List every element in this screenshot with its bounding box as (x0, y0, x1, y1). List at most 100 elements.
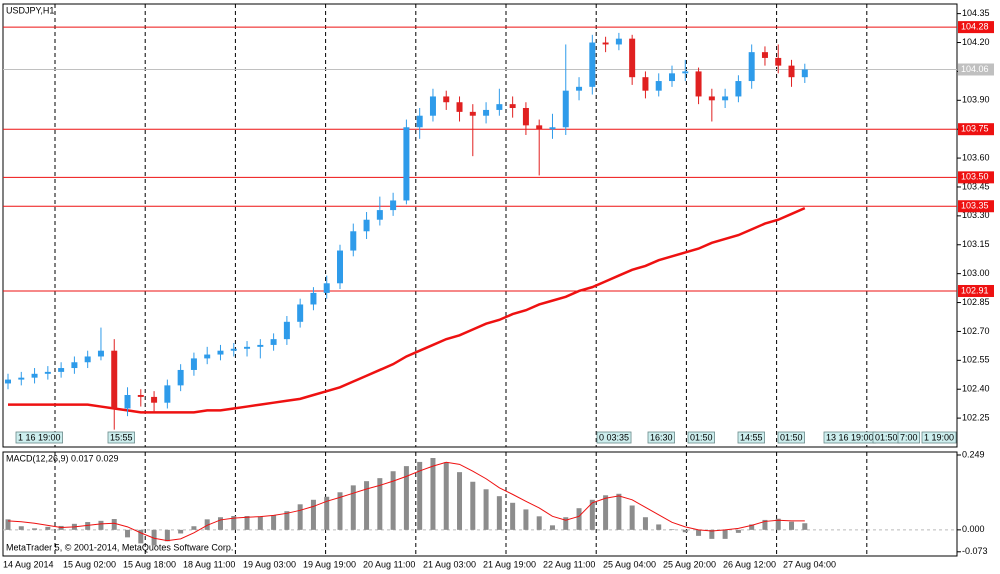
histogram-bar (709, 529, 715, 539)
candle-body (615, 38, 622, 45)
x-tick-label: 19 Aug 19:00 (303, 559, 356, 569)
histogram-bar (616, 493, 622, 530)
candle-body (708, 96, 715, 101)
candle-body (376, 210, 383, 220)
histogram-bar (523, 509, 529, 530)
candle-body (31, 373, 38, 378)
histogram-bar (310, 499, 316, 530)
candle-body (270, 339, 277, 345)
candle-body (230, 348, 237, 351)
histogram-bar (364, 481, 370, 530)
trade-label: 01:50 (872, 431, 900, 444)
histogram-bar (629, 505, 635, 530)
trade-label-text: 14:55 (740, 432, 763, 442)
histogram-bar (125, 529, 131, 538)
x-tick-label: 20 Aug 11:00 (363, 559, 415, 569)
histogram-bar (337, 492, 343, 530)
trade-label-box (737, 431, 765, 444)
candle-body (496, 104, 503, 110)
histogram-bar (244, 516, 250, 530)
candle-body (177, 369, 184, 386)
candle-body (509, 104, 516, 109)
histogram-bar (470, 481, 476, 530)
x-tick-label: 19 Aug 03:00 (243, 559, 296, 569)
current-price-box (958, 63, 994, 76)
trade-label-text: 01:50 (875, 432, 898, 442)
x-tick-label: 26 Aug 12:00 (723, 559, 776, 569)
trade-label: 14:55 (737, 431, 765, 444)
histogram-bar (18, 526, 24, 530)
level-box (958, 200, 994, 213)
x-tick-label: 25 Aug 20:00 (663, 559, 716, 569)
histogram-bar (231, 516, 237, 530)
candle-body (443, 96, 450, 103)
level-box (958, 123, 994, 136)
candle-body (748, 52, 755, 82)
candle-body (629, 38, 636, 78)
histogram-bar (390, 471, 396, 530)
histogram-bar (350, 485, 356, 530)
histogram-bar (576, 508, 582, 530)
histogram-bar (483, 489, 489, 530)
candle-body (469, 111, 476, 116)
x-tick-label: 25 Aug 04:00 (603, 559, 656, 569)
signal-line (7, 461, 805, 542)
candle-body (283, 321, 290, 340)
trade-label-text: 7:00 (900, 432, 918, 442)
trade-label-text: 15:55 (110, 432, 133, 442)
trade-label-text: 01:50 (690, 432, 713, 442)
histogram-bar (430, 458, 436, 530)
macd-title: MACD(12,26,9) 0.017 0.029 (6, 453, 119, 463)
candle-body (18, 377, 25, 380)
histogram-bar (603, 495, 609, 530)
histogram-bar (271, 515, 277, 530)
histogram-bar (536, 516, 542, 530)
trade-label: 1 16 19:00 (15, 431, 63, 444)
candle-body (562, 90, 569, 128)
histogram-bar (642, 517, 648, 530)
x-tick-label: 21 Aug 19:00 (483, 559, 536, 569)
trade-label-text: 01:50 (780, 432, 803, 442)
x-tick-label: 22 Aug 11:00 (543, 559, 595, 569)
candle-body (84, 356, 91, 363)
histogram-bar (775, 518, 781, 530)
trade-label-text: 13 16 19:00 (826, 432, 874, 442)
y-tick-label: 104.35 (962, 8, 990, 18)
histogram-bar (417, 461, 423, 530)
histogram-bar (457, 472, 463, 530)
candle-body (589, 42, 596, 87)
candle-body (695, 71, 702, 97)
level-label: 104.28 (961, 21, 989, 31)
candle-body (217, 350, 224, 355)
trade-label-box (777, 431, 805, 444)
candle-body (190, 358, 197, 370)
histogram-bar (789, 521, 795, 530)
candle-body (456, 102, 463, 112)
candle-body (655, 81, 662, 91)
y-tick-label: 102.55 (962, 355, 990, 365)
candle-body (204, 354, 211, 359)
y-tick-label: 0.249 (962, 449, 985, 459)
candle-body (602, 42, 609, 45)
histogram-bar (403, 466, 409, 530)
histogram-bar (696, 529, 702, 536)
candle-body (337, 250, 343, 284)
y-tick-label: 103.60 (962, 152, 990, 162)
trade-label-text: 0 03:35 (599, 432, 629, 442)
candle-body (257, 344, 264, 347)
trade-label-text: 16:30 (650, 432, 673, 442)
main-panel (2, 3, 958, 448)
x-tick-label: 27 Aug 04:00 (783, 559, 836, 569)
histogram-bar (178, 529, 184, 534)
candle-body (549, 127, 556, 130)
candle-body (244, 346, 251, 349)
x-tick-label: 15 Aug 02:00 (63, 559, 116, 569)
y-tick-label: 102.25 (962, 412, 990, 422)
trade-label-text: 1 19:00 (924, 432, 954, 442)
y-tick-label: 0.000 (962, 524, 985, 534)
trade-label: 01:50 (687, 431, 715, 444)
histogram-bar (164, 529, 170, 542)
histogram-bar (45, 526, 51, 530)
histogram-bar (749, 524, 755, 530)
